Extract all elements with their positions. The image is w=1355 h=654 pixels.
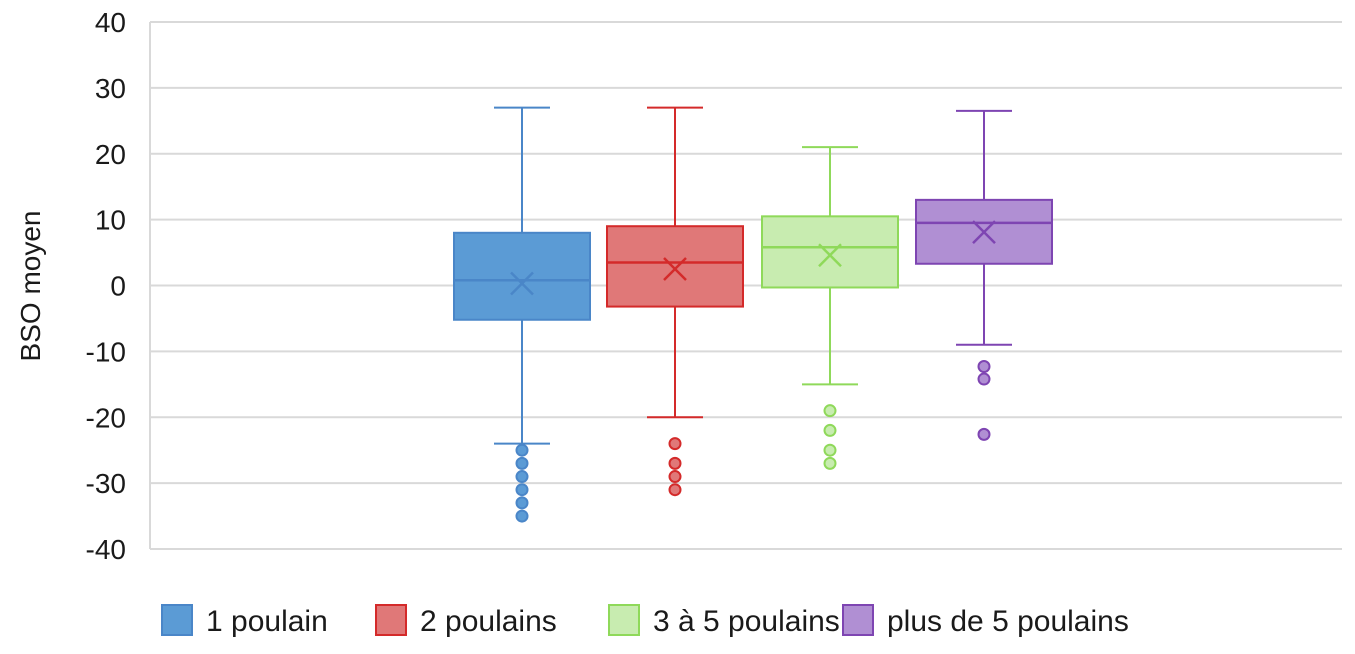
outlier-point — [823, 443, 837, 457]
y-tick-label: -40 — [86, 534, 126, 565]
y-tick-label: 40 — [95, 7, 126, 38]
legend-item: 1 poulain — [161, 604, 328, 638]
legend-swatch — [161, 604, 193, 636]
iqr-box — [453, 231, 591, 321]
outlier-point — [668, 456, 682, 470]
legend-item: 3 à 5 poulains — [608, 604, 840, 638]
legend-label: plus de 5 poulains — [887, 605, 1129, 638]
y-tick-label: 10 — [95, 205, 126, 236]
legend-label: 3 à 5 poulains — [653, 605, 840, 638]
legend-label: 2 poulains — [420, 605, 557, 638]
box-1 — [453, 106, 591, 523]
box-3 — [761, 146, 899, 470]
outlier-point — [977, 372, 991, 386]
mean-marker — [510, 271, 534, 296]
outlier-point — [515, 456, 529, 470]
mean-marker — [663, 257, 687, 281]
outlier-point — [823, 456, 837, 470]
outlier-point — [515, 496, 529, 510]
iqr-box — [761, 215, 899, 289]
legend: 1 poulain 2 poulains 3 à 5 poulains plus de… — [161, 604, 1129, 638]
y-tick-label: 0 — [110, 271, 126, 302]
y-axis-title: BSO moyen — [15, 211, 46, 362]
y-tick-label: 20 — [95, 139, 126, 170]
legend-swatch — [842, 604, 874, 636]
legend-label: 1 poulain — [206, 605, 328, 638]
gridlines — [149, 21, 1342, 550]
outlier-point — [515, 443, 529, 457]
legend-swatch — [375, 604, 407, 636]
outlier-point — [668, 470, 682, 484]
y-tick-label: -20 — [86, 402, 126, 433]
y-tick-label: -10 — [86, 336, 126, 367]
box-series — [453, 106, 1053, 523]
mean-marker — [972, 220, 996, 245]
legend-item: plus de 5 poulains — [842, 604, 1129, 638]
box-2 — [606, 106, 744, 497]
y-tick-label: -30 — [86, 468, 126, 499]
outlier-point — [515, 509, 529, 523]
outlier-point — [515, 483, 529, 497]
outlier-point — [668, 483, 682, 497]
legend-item: 2 poulains — [375, 604, 557, 638]
legend-swatch — [608, 604, 640, 636]
y-axis-tick-labels: 40 30 20 10 0 -10 -20 -30 -40 — [86, 7, 126, 565]
outlier-point — [977, 360, 991, 374]
outlier-point — [668, 437, 682, 451]
outlier-point — [823, 423, 837, 437]
outlier-point — [515, 470, 529, 484]
outlier-point — [823, 404, 837, 418]
y-tick-label: 30 — [95, 73, 126, 104]
box-4 — [915, 109, 1053, 441]
iqr-box — [606, 225, 744, 308]
outlier-point — [977, 427, 991, 441]
mean-marker — [818, 243, 842, 268]
